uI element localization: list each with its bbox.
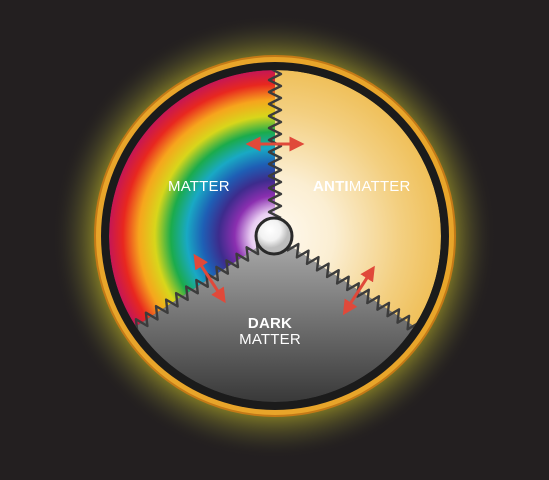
antimatter-label-prefix: ANTI xyxy=(313,178,349,195)
dark-matter-sector xyxy=(135,236,415,402)
antimatter-sector xyxy=(275,70,441,327)
dark-matter-label-bottom: MATTER xyxy=(239,331,301,348)
matter-sector xyxy=(109,70,276,327)
antimatter-label-suffix: MATTER xyxy=(348,178,411,195)
center-sphere-icon xyxy=(254,216,294,256)
antimatter-label: ANTIMATTER xyxy=(313,178,411,195)
double-arrow-icon xyxy=(342,265,375,316)
dark-matter-label-top: DARK xyxy=(247,315,293,332)
arrows xyxy=(193,136,375,316)
matter-label: MATTER xyxy=(168,178,230,195)
double-arrow-icon xyxy=(193,253,226,304)
dark-matter-label: DARK MATTER xyxy=(230,316,310,348)
